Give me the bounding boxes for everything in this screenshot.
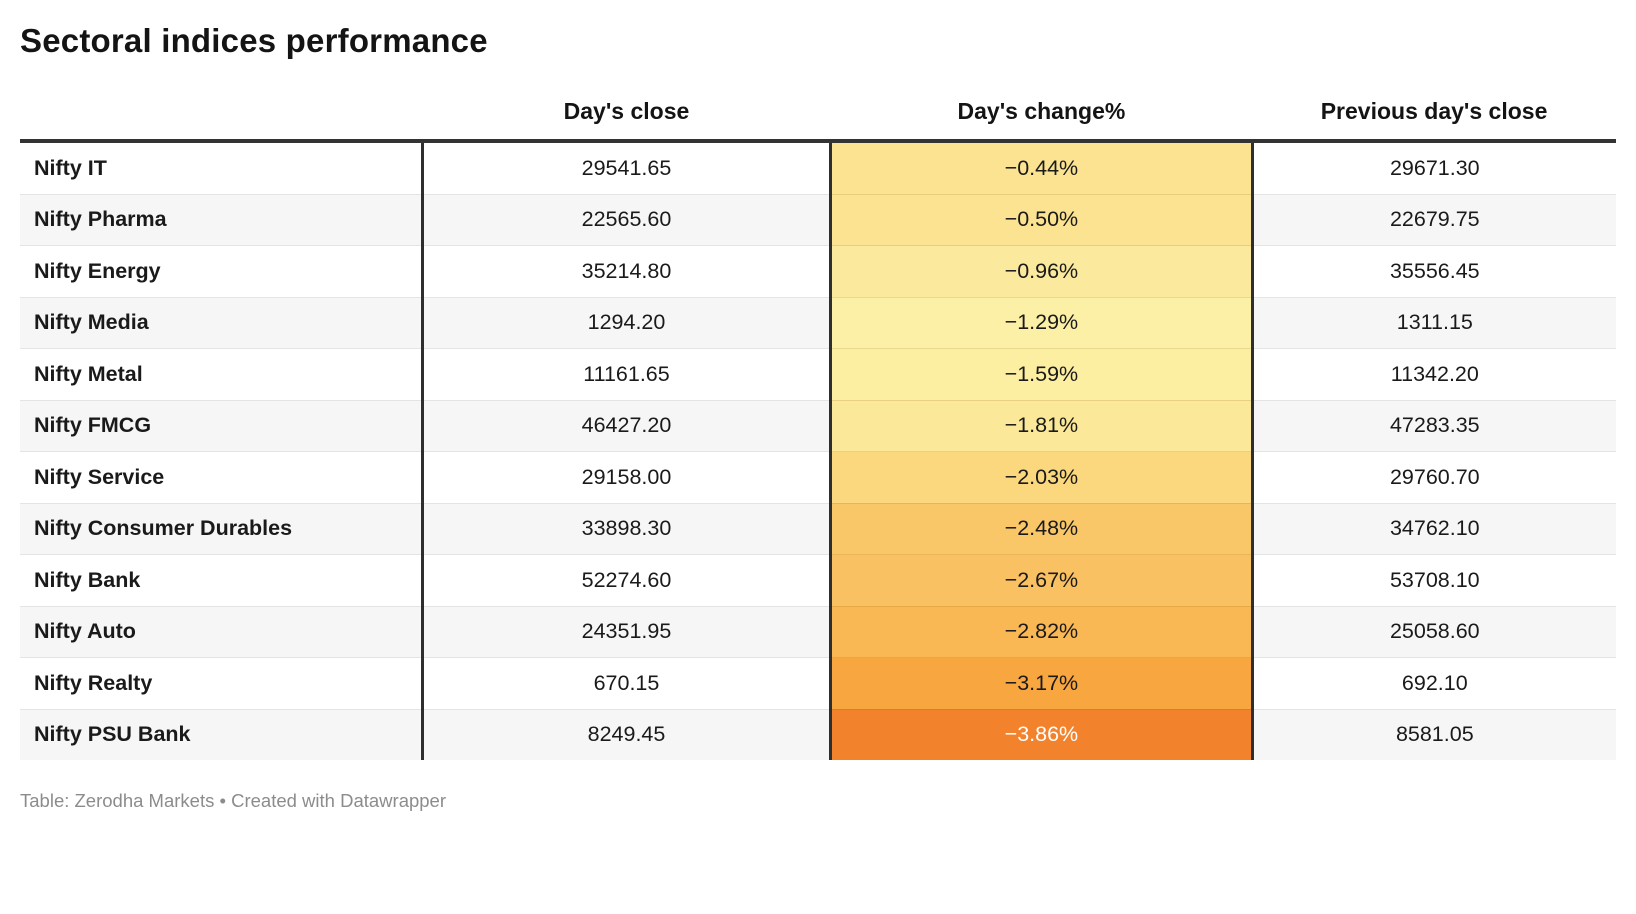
table-row: Nifty Metal 11161.65 −1.59% 11342.20: [20, 348, 1616, 400]
days-close-cell: 670.15: [420, 657, 831, 709]
table-row: Nifty FMCG 46427.20 −1.81% 47283.35: [20, 399, 1616, 452]
days-close-cell: 35214.80: [420, 245, 831, 297]
column-header-previous-days-close: Previous day's close: [1320, 98, 1548, 124]
previous-close-cell: 22679.75: [1250, 193, 1616, 246]
previous-close-cell: 34762.10: [1250, 502, 1616, 555]
index-name-cell: Nifty Realty: [20, 657, 423, 709]
days-change-cell: −1.81%: [829, 399, 1253, 452]
index-name-cell: Nifty Consumer Durables: [20, 502, 423, 555]
page-title: Sectoral indices performance: [20, 22, 488, 59]
table-row: Nifty Bank 52274.60 −2.67% 53708.10: [20, 554, 1616, 606]
days-close-cell: 24351.95: [420, 605, 831, 658]
table-row: Nifty PSU Bank 8249.45 −3.86% 8581.05: [20, 708, 1616, 760]
days-change-cell: −2.67%: [829, 554, 1253, 606]
column-header-index-name: [20, 98, 422, 141]
index-name-cell: Nifty Pharma: [20, 193, 423, 246]
table-row: Nifty Energy 35214.80 −0.96% 35556.45: [20, 245, 1616, 297]
index-name-cell: Nifty Energy: [20, 245, 423, 297]
days-change-cell: −2.48%: [829, 502, 1253, 555]
days-change-cell: −3.17%: [829, 657, 1253, 709]
index-name-cell: Nifty IT: [34, 155, 107, 180]
table-row: Nifty Media 1294.20 −1.29% 1311.15: [20, 296, 1616, 349]
index-name-cell: Nifty Service: [20, 451, 423, 503]
index-name-cell: Nifty Media: [20, 296, 423, 349]
index-name-cell: Nifty Bank: [20, 554, 423, 606]
column-header-days-close: Day's close: [563, 98, 690, 124]
days-change-cell: −0.50%: [829, 193, 1253, 246]
table-header: Day's close Day's change% Previous day's…: [20, 98, 1616, 141]
days-close-cell: 29541.65: [420, 141, 831, 194]
attribution-footer: Table: Zerodha Markets • Created with Da…: [20, 790, 447, 811]
table-row: Nifty Service 29158.00 −2.03% 29760.70: [20, 451, 1616, 503]
index-name-cell: Nifty PSU Bank: [20, 708, 423, 760]
days-close-cell: 29158.00: [420, 451, 831, 503]
days-change-cell: −2.82%: [829, 605, 1253, 658]
index-name-cell: Nifty Metal: [20, 348, 423, 400]
index-name-cell: Nifty Auto: [20, 605, 423, 658]
previous-close-cell: 11342.20: [1250, 348, 1616, 400]
previous-close-cell: 53708.10: [1250, 554, 1616, 606]
previous-close-cell: 29671.30: [1250, 141, 1616, 194]
days-close-cell: 8249.45: [420, 708, 831, 760]
previous-close-cell: 25058.60: [1250, 605, 1616, 658]
days-close-cell: 52274.60: [420, 554, 831, 606]
previous-close-cell: 8581.05: [1250, 708, 1616, 760]
days-change-cell: −1.29%: [829, 296, 1253, 349]
days-change-cell: −2.03%: [829, 451, 1253, 503]
page: Sectoral indices performance Day's close…: [20, 0, 1616, 812]
days-change-cell: −1.59%: [829, 348, 1253, 400]
table-body: Nifty IT 29541.65 −0.44% 29671.30 Nifty …: [20, 141, 1616, 760]
previous-close-cell: 35556.45: [1250, 245, 1616, 297]
table-row: Nifty IT 29541.65 −0.44% 29671.30: [20, 141, 1616, 194]
days-close-cell: 22565.60: [420, 193, 831, 246]
table-row: Nifty Realty 670.15 −3.17% 692.10: [20, 657, 1616, 709]
index-name-cell: Nifty FMCG: [20, 399, 423, 452]
table-row: Nifty Pharma 22565.60 −0.50% 22679.75: [20, 193, 1616, 246]
previous-close-cell: 692.10: [1250, 657, 1616, 709]
table-row: Nifty Auto 24351.95 −2.82% 25058.60: [20, 605, 1616, 658]
days-close-cell: 1294.20: [420, 296, 831, 349]
sectoral-indices-table: Day's close Day's change% Previous day's…: [20, 98, 1616, 760]
days-close-cell: 33898.30: [420, 502, 831, 555]
days-change-cell: −0.44%: [829, 141, 1253, 194]
column-header-days-change: Day's change%: [957, 98, 1126, 124]
days-change-cell: −3.86%: [829, 708, 1253, 760]
days-close-cell: 11161.65: [420, 348, 831, 400]
days-change-cell: −0.96%: [829, 245, 1253, 297]
previous-close-cell: 47283.35: [1250, 399, 1616, 452]
days-close-cell: 46427.20: [420, 399, 831, 452]
previous-close-cell: 1311.15: [1250, 296, 1616, 349]
table-row: Nifty Consumer Durables 33898.30 −2.48% …: [20, 502, 1616, 555]
previous-close-cell: 29760.70: [1250, 451, 1616, 503]
